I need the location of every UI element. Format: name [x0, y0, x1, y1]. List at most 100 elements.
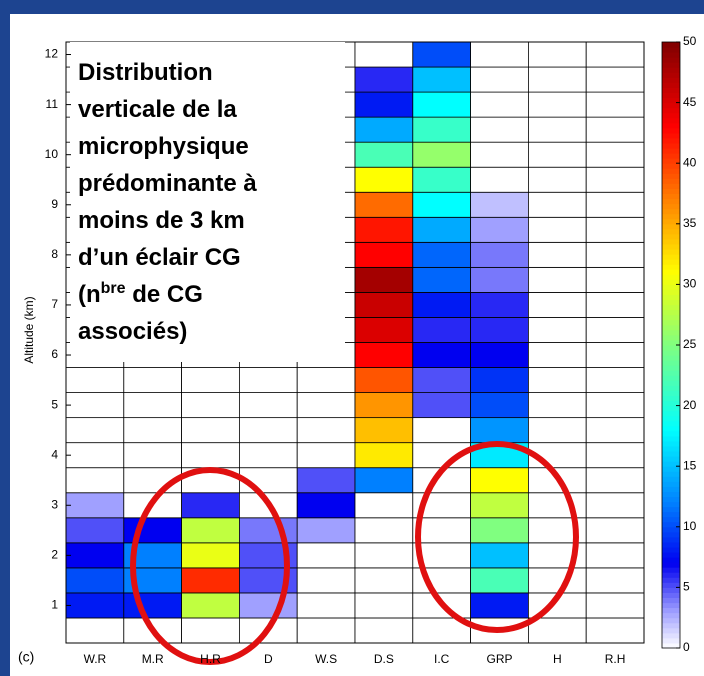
heatmap-cell	[412, 367, 471, 393]
colorbar-slice	[662, 339, 680, 346]
heatmap-cell	[296, 442, 356, 469]
colorbar-slice	[662, 451, 680, 457]
colorbar-tick-label: 30	[683, 277, 697, 291]
heatmap-cell	[470, 342, 529, 368]
heatmap-cell	[65, 592, 125, 619]
heatmap-cell	[528, 392, 587, 419]
panel-label: (c)	[18, 649, 34, 665]
heatmap-cell	[123, 517, 183, 544]
heatmap-cell	[585, 592, 645, 619]
colorbar-slice	[662, 420, 680, 427]
heatmap-cell	[528, 617, 587, 644]
heatmap-cell	[470, 367, 529, 393]
colorbar-slice	[662, 607, 680, 614]
colorbar-slice	[662, 405, 680, 412]
heatmap-cell	[470, 567, 529, 594]
heatmap-cell	[354, 492, 414, 519]
heatmap-cell	[296, 542, 356, 569]
heatmap-cell	[528, 41, 587, 68]
colorbar-slice	[662, 541, 680, 548]
heatmap-cell	[354, 241, 414, 268]
y-tick-label: 9	[51, 197, 58, 211]
highlight-ellipse	[130, 467, 290, 665]
heatmap-cell	[412, 266, 471, 293]
colorbar-tick-label: 45	[683, 95, 697, 109]
annotation: Distribution verticale de la microphysiq…	[78, 59, 257, 345]
colorbar-slice	[662, 365, 680, 371]
heatmap-cell	[585, 141, 645, 168]
colorbar-slice	[662, 446, 680, 452]
heatmap-cell	[585, 266, 645, 293]
colorbar-slice	[662, 345, 680, 351]
colorbar-tick-label: 15	[683, 458, 697, 472]
y-tick-label: 12	[45, 47, 59, 61]
heatmap-cell	[354, 141, 414, 168]
heatmap-cell	[585, 191, 645, 218]
heatmap-cell	[412, 342, 471, 368]
colorbar-slice	[662, 208, 680, 215]
colorbar-slice	[662, 127, 680, 134]
heatmap-cell	[470, 542, 529, 569]
heatmap-cell	[470, 41, 529, 68]
colorbar-slice	[662, 632, 680, 639]
heatmap-cell	[238, 592, 298, 619]
colorbar-slice	[662, 233, 680, 240]
heatmap-cell	[296, 392, 356, 419]
colorbar-slice	[662, 137, 680, 144]
colorbar-slice	[662, 587, 680, 593]
colorbar-slice	[662, 269, 680, 275]
colorbar-slice	[662, 350, 680, 356]
heatmap-cell	[585, 517, 645, 544]
colorbar-slice	[662, 597, 680, 604]
colorbar-slice	[662, 491, 680, 497]
y-tick-label: 1	[51, 598, 58, 612]
heatmap-cell	[181, 542, 240, 569]
colorbar-slice	[662, 193, 680, 200]
heatmap-cell	[123, 442, 183, 469]
colorbar-tick-label: 25	[683, 337, 697, 351]
colorbar-slice	[662, 324, 680, 331]
colorbar-slice	[662, 334, 680, 341]
heatmap-cell	[585, 567, 645, 594]
colorbar-slice	[662, 380, 680, 386]
heatmap-cell	[354, 517, 414, 544]
colorbar-slice	[662, 466, 680, 472]
colorbar-slice	[662, 213, 680, 220]
colorbar-slice	[662, 274, 680, 280]
heatmap-cell	[585, 442, 645, 469]
annotation-line: moins de 3 km	[78, 207, 245, 234]
heatmap-cell	[296, 617, 356, 644]
annotation-line: Distribution	[78, 59, 213, 86]
heatmap-cell	[470, 266, 529, 293]
x-tick-label: W.S	[315, 652, 337, 666]
x-tick-label: D	[264, 652, 273, 666]
colorbar-slice	[662, 42, 680, 48]
x-tick-label: R.H	[605, 652, 626, 666]
heatmap-cell	[65, 517, 125, 544]
heatmap-cell	[528, 567, 587, 594]
heatmap-cell	[65, 367, 125, 393]
colorbar-slice	[662, 82, 680, 88]
heatmap-cell	[65, 392, 125, 419]
colorbar-slice	[662, 254, 680, 260]
x-tick-label: H.R	[200, 652, 221, 666]
colorbar-slice	[662, 112, 680, 119]
heatmap-cell	[354, 66, 414, 93]
heatmap-cell	[354, 166, 414, 193]
colorbar-slice	[662, 244, 680, 250]
colorbar-slice	[662, 435, 680, 442]
heatmap-cell	[470, 392, 529, 419]
heatmap-cell	[470, 317, 529, 343]
colorbar-slice	[662, 617, 680, 624]
heatmap-cell	[528, 116, 587, 143]
colorbar-tick-label: 20	[683, 398, 697, 412]
heatmap-cell	[528, 342, 587, 368]
heatmap-cell	[470, 592, 529, 619]
colorbar-slice	[662, 153, 680, 159]
heatmap-cell	[585, 166, 645, 193]
colorbar-slice	[662, 440, 680, 447]
colorbar-slice	[662, 552, 680, 558]
y-tick-label: 4	[51, 447, 58, 461]
heatmap-cell	[354, 442, 414, 469]
